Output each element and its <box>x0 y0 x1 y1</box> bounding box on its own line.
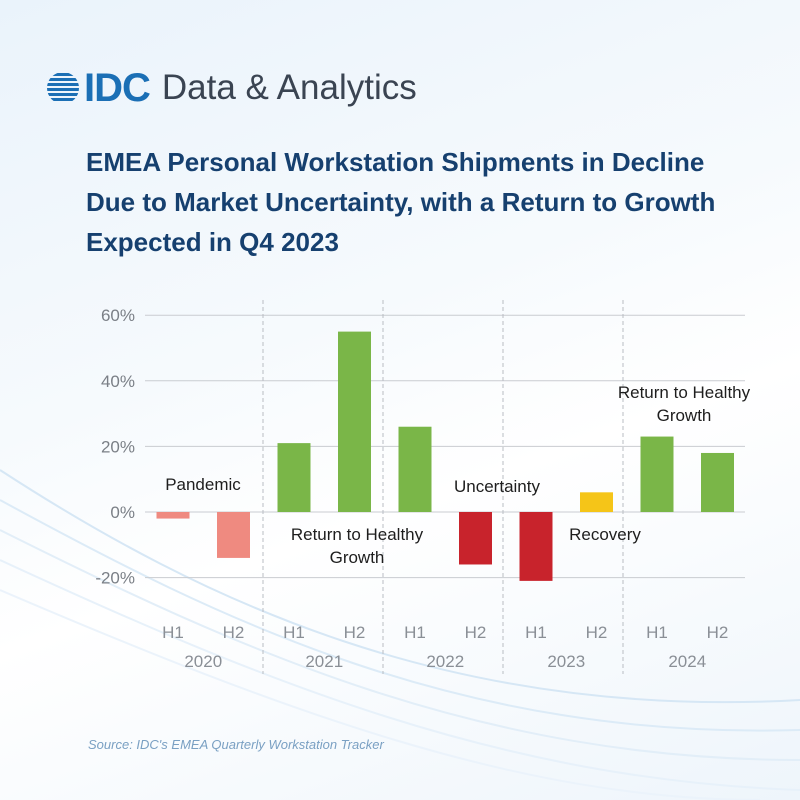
brand-logo-text: IDC <box>84 66 151 110</box>
headline: EMEA Personal Workstation Shipments in D… <box>86 147 716 257</box>
bar <box>459 512 492 565</box>
annotation-label: Return to Healthy Growth <box>618 383 751 425</box>
idc-globe-icon <box>47 73 79 101</box>
annotation-label: Uncertainty <box>454 477 540 496</box>
y-tick-label: 0% <box>110 503 135 522</box>
y-tick-label: -20% <box>95 569 135 588</box>
bar <box>338 331 371 512</box>
bar <box>277 443 311 512</box>
category-label: H1 <box>646 623 668 642</box>
year-label: 2024 <box>668 652 706 671</box>
year-label: 2022 <box>426 652 464 671</box>
annotation-line: Return to Healthy <box>291 525 424 544</box>
year-label: 2021 <box>305 652 343 671</box>
bar <box>701 452 734 512</box>
y-tick-label: 20% <box>101 437 135 456</box>
category-label: H1 <box>283 623 305 642</box>
bar <box>519 512 553 581</box>
annotation-label: Pandemic <box>165 475 241 494</box>
annotation-line: Growth <box>330 548 385 567</box>
annotation-label: Return to Healthy Growth <box>291 525 424 567</box>
brand-header: IDC Data & Analytics <box>46 66 417 110</box>
category-label: H1 <box>404 623 426 642</box>
category-label: H2 <box>586 623 608 642</box>
annotation-line: Growth <box>657 406 712 425</box>
category-label: H2 <box>707 623 729 642</box>
bar <box>398 426 432 512</box>
brand-tagline: Data & Analytics <box>161 68 417 107</box>
source-note: Source: IDC's EMEA Quarterly Workstation… <box>88 737 384 752</box>
category-label: H2 <box>465 623 487 642</box>
category-label: H2 <box>344 623 366 642</box>
bar <box>217 512 250 558</box>
year-label: 2023 <box>547 652 585 671</box>
category-label: H1 <box>162 623 184 642</box>
y-tick-label: 60% <box>101 306 135 325</box>
category-label: H1 <box>525 623 547 642</box>
bar <box>640 436 674 512</box>
bar <box>580 492 613 512</box>
annotation-label: Recovery <box>569 525 641 544</box>
annotation-line: Return to Healthy <box>618 383 751 402</box>
category-label: H2 <box>223 623 245 642</box>
bar <box>156 512 190 519</box>
y-tick-label: 40% <box>101 372 135 391</box>
year-label: 2020 <box>184 652 222 671</box>
